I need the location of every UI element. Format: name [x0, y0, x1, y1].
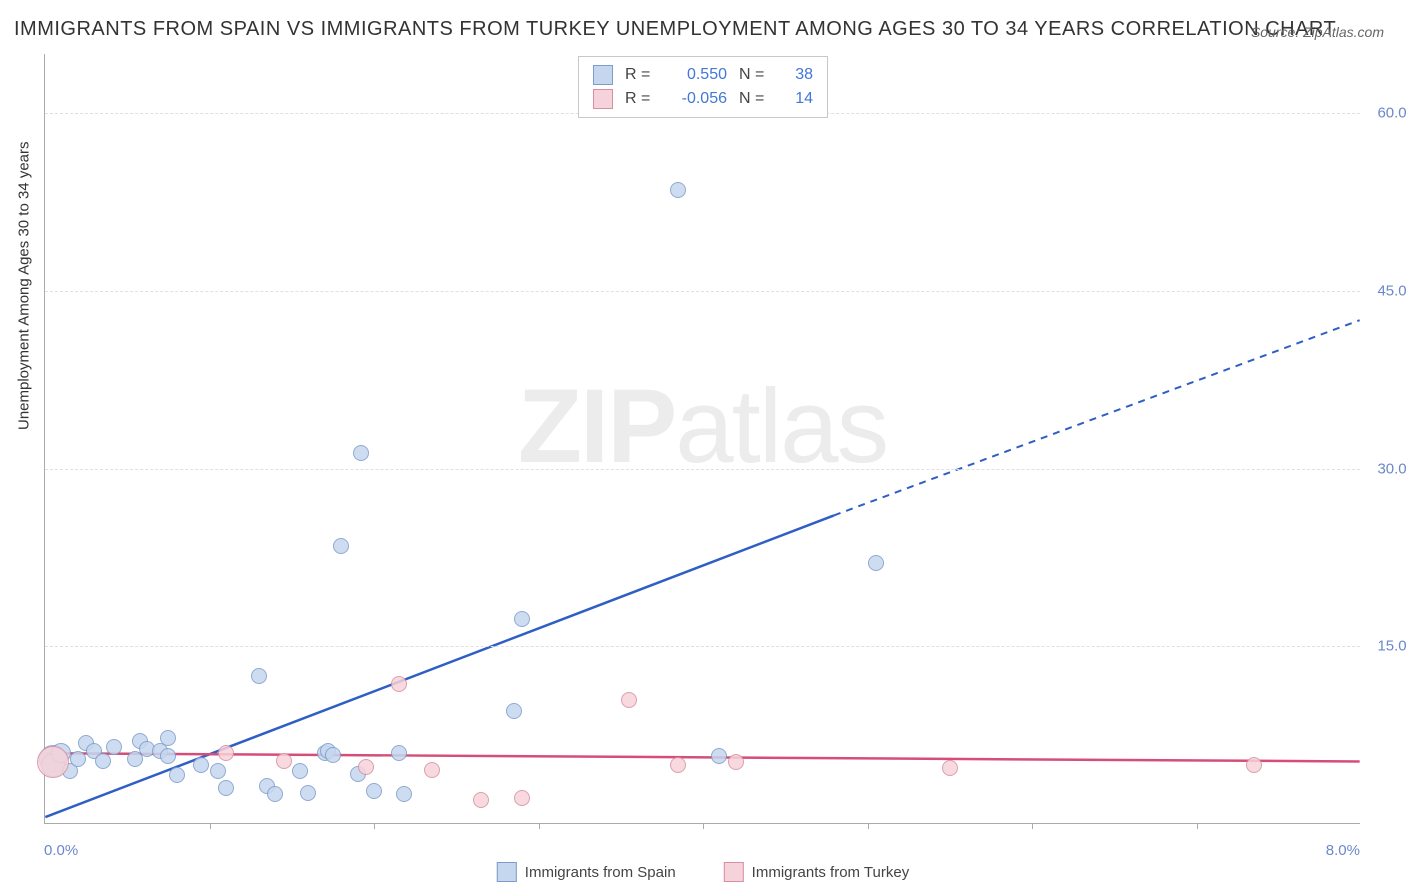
x-tick	[868, 823, 869, 829]
trend-line-dashed	[834, 320, 1360, 515]
data-point	[218, 780, 234, 796]
data-point	[300, 785, 316, 801]
x-tick	[1197, 823, 1198, 829]
data-point	[70, 751, 86, 767]
data-point	[292, 763, 308, 779]
data-point	[728, 754, 744, 770]
data-point	[366, 783, 382, 799]
chart-plot-area: ZIPatlas 15.0%30.0%45.0%60.0%	[44, 54, 1360, 824]
x-tick	[374, 823, 375, 829]
source-value: ZipAtlas.com	[1303, 24, 1384, 40]
data-point	[353, 445, 369, 461]
data-point	[160, 730, 176, 746]
data-point	[193, 757, 209, 773]
data-point	[506, 703, 522, 719]
data-point	[711, 748, 727, 764]
y-axis-label: Unemployment Among Ages 30 to 34 years	[16, 141, 33, 430]
x-axis-max-label: 8.0%	[1326, 842, 1360, 859]
chart-title: IMMIGRANTS FROM SPAIN VS IMMIGRANTS FROM…	[14, 18, 1336, 41]
data-point	[333, 538, 349, 554]
data-point	[1246, 757, 1262, 773]
y-tick-label: 45.0%	[1366, 282, 1406, 299]
swatch-spain-icon	[497, 862, 517, 882]
data-point	[267, 786, 283, 802]
source-attribution: Source: ZipAtlas.com	[1251, 24, 1384, 40]
data-point	[276, 753, 292, 769]
swatch-spain	[593, 65, 613, 85]
data-point	[942, 760, 958, 776]
trend-line-solid	[45, 753, 1359, 761]
trend-line-solid	[45, 515, 834, 817]
data-point	[218, 745, 234, 761]
trend-lines-layer	[45, 54, 1360, 823]
data-point	[391, 676, 407, 692]
data-point	[670, 757, 686, 773]
y-tick-label: 60.0%	[1366, 105, 1406, 122]
data-point	[169, 767, 185, 783]
data-point	[396, 786, 412, 802]
gridline	[45, 291, 1360, 292]
data-point	[210, 763, 226, 779]
swatch-turkey	[593, 89, 613, 109]
data-point	[391, 745, 407, 761]
data-point	[514, 790, 530, 806]
n-value-spain: 38	[785, 63, 813, 87]
x-tick	[539, 823, 540, 829]
data-point	[868, 555, 884, 571]
n-value-turkey: 14	[785, 87, 813, 111]
r-value-turkey: -0.056	[667, 87, 727, 111]
x-tick	[703, 823, 704, 829]
r-label: R =	[625, 87, 655, 111]
legend-row-turkey: R = -0.056 N = 14	[593, 87, 813, 111]
legend-item-turkey: Immigrants from Turkey	[724, 862, 910, 882]
legend-item-spain: Immigrants from Spain	[497, 862, 676, 882]
data-point	[621, 692, 637, 708]
data-point	[95, 753, 111, 769]
n-label: N =	[739, 87, 773, 111]
r-value-spain: 0.550	[667, 63, 727, 87]
x-tick	[1032, 823, 1033, 829]
data-point	[251, 668, 267, 684]
legend-row-spain: R = 0.550 N = 38	[593, 63, 813, 87]
legend-label-spain: Immigrants from Spain	[525, 864, 676, 881]
source-label: Source:	[1251, 24, 1299, 40]
data-point	[358, 759, 374, 775]
n-label: N =	[739, 63, 773, 87]
data-point	[424, 762, 440, 778]
data-point	[473, 792, 489, 808]
x-tick	[210, 823, 211, 829]
data-point	[106, 739, 122, 755]
correlation-legend: R = 0.550 N = 38 R = -0.056 N = 14	[578, 56, 828, 118]
r-label: R =	[625, 63, 655, 87]
gridline	[45, 469, 1360, 470]
data-point	[325, 747, 341, 763]
y-tick-label: 30.0%	[1366, 460, 1406, 477]
swatch-turkey-icon	[724, 862, 744, 882]
data-point	[37, 746, 69, 778]
legend-label-turkey: Immigrants from Turkey	[752, 864, 910, 881]
data-point	[670, 182, 686, 198]
series-legend: Immigrants from Spain Immigrants from Tu…	[497, 862, 909, 882]
x-axis-min-label: 0.0%	[44, 842, 78, 859]
y-tick-label: 15.0%	[1366, 638, 1406, 655]
data-point	[160, 748, 176, 764]
data-point	[514, 611, 530, 627]
gridline	[45, 646, 1360, 647]
